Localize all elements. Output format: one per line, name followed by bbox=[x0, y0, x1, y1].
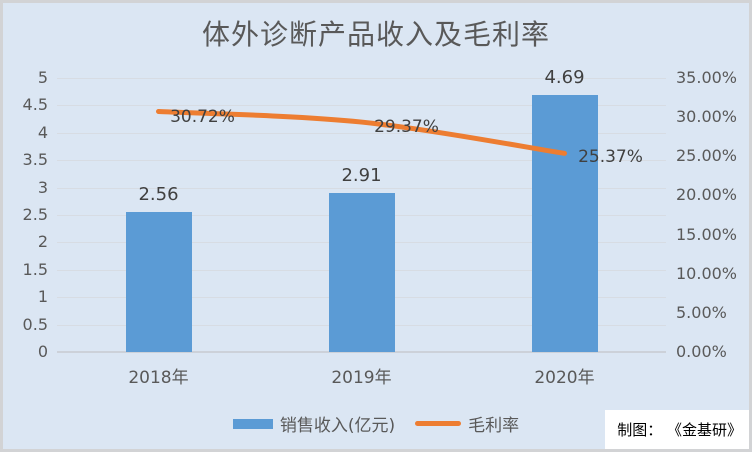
legend-label-revenue: 销售收入(亿元) bbox=[279, 416, 396, 436]
bar-2019年 bbox=[328, 192, 395, 352]
line-series-swatch-icon bbox=[415, 421, 462, 426]
legend: 销售收入(亿元) 毛利率 bbox=[0, 411, 752, 436]
left-axis-tick: 0.5 bbox=[22, 314, 48, 334]
left-axis-tick: 3 bbox=[37, 177, 48, 197]
bar-value-label: 2.56 bbox=[138, 183, 179, 205]
right-axis-tick: 15.00% bbox=[676, 224, 738, 244]
x-axis-label: 2018年 bbox=[128, 368, 189, 388]
gridline bbox=[57, 160, 666, 162]
x-axis-line bbox=[57, 351, 666, 353]
bar-2020年 bbox=[531, 94, 598, 352]
left-axis-tick: 4.5 bbox=[22, 95, 48, 115]
x-axis-label: 2019年 bbox=[331, 368, 392, 388]
gross-margin-line bbox=[156, 109, 567, 156]
right-axis-tick: 35.00% bbox=[676, 68, 738, 87]
bar-series-swatch-icon bbox=[232, 418, 273, 429]
bar-2018年 bbox=[125, 211, 192, 352]
gridline bbox=[57, 132, 666, 134]
legend-item-margin: 毛利率 bbox=[415, 411, 519, 436]
right-axis-tick: 25.00% bbox=[676, 146, 738, 166]
left-axis-tick: 1 bbox=[37, 287, 48, 307]
chart-title: 体外诊断产品收入及毛利率 bbox=[201, 18, 550, 51]
right-axis-tick: 20.00% bbox=[676, 185, 738, 205]
right-axis-tick: 0.00% bbox=[676, 342, 727, 361]
legend-label-margin: 毛利率 bbox=[468, 416, 520, 436]
left-axis-tick: 4 bbox=[37, 122, 48, 142]
bar-value-label: 4.69 bbox=[544, 66, 585, 88]
x-axis-label: 2020年 bbox=[534, 368, 595, 388]
right-axis-tick: 10.00% bbox=[676, 263, 738, 283]
bar-value-label: 2.91 bbox=[341, 164, 382, 186]
right-axis-tick: 30.00% bbox=[676, 107, 738, 127]
left-axis-tick: 3.5 bbox=[22, 150, 48, 170]
legend-item-revenue: 销售收入(亿元) bbox=[232, 411, 396, 436]
gridline bbox=[57, 105, 666, 107]
credit-text: 制图： 《金基研》 bbox=[605, 410, 749, 449]
left-axis-tick: 1.5 bbox=[22, 259, 48, 279]
gridline bbox=[57, 187, 666, 189]
left-axis-tick: 2.5 bbox=[22, 205, 48, 224]
gridline bbox=[57, 78, 666, 79]
right-axis-tick: 5.00% bbox=[676, 302, 727, 322]
line-value-label: 25.37% bbox=[578, 147, 643, 168]
left-axis-tick: 2 bbox=[37, 232, 48, 252]
line-value-label: 29.37% bbox=[374, 117, 439, 138]
line-value-label: 30.72% bbox=[170, 106, 235, 127]
left-axis-tick: 0 bbox=[37, 342, 48, 361]
left-axis-tick: 5 bbox=[37, 68, 48, 87]
